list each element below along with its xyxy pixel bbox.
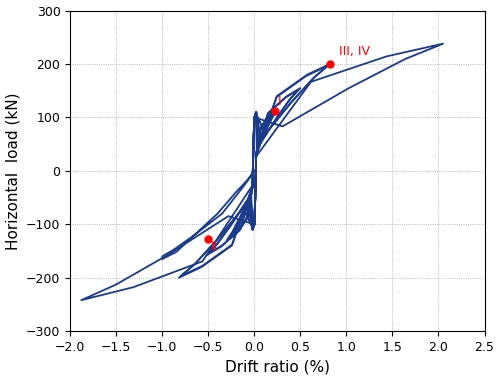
X-axis label: Drift ratio (%): Drift ratio (%): [225, 359, 330, 374]
Text: III, IV: III, IV: [339, 44, 370, 58]
Y-axis label: Horizontal  load (kN): Horizontal load (kN): [6, 92, 20, 250]
Text: II: II: [211, 240, 218, 253]
Text: I: I: [278, 95, 281, 108]
